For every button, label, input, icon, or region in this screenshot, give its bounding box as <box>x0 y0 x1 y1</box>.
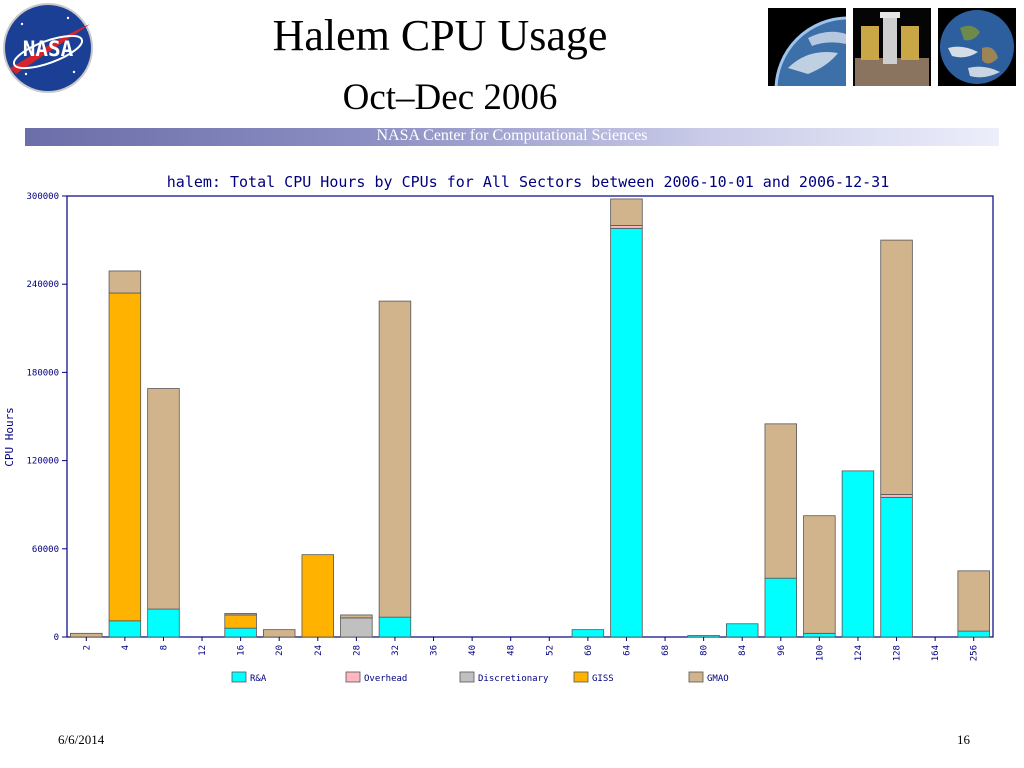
y-tick-label: 300000 <box>26 192 59 202</box>
bar-segment <box>70 632 103 638</box>
space-telescope-photo <box>853 8 931 86</box>
legend-label: Overhead <box>364 674 407 684</box>
legend-label: Discretionary <box>478 674 549 684</box>
bar-segment <box>571 629 605 638</box>
bar-segment <box>610 225 643 229</box>
x-tick-label: 124 <box>854 645 864 661</box>
bar-segment <box>340 617 373 638</box>
nasa-logo: NASA <box>3 3 93 93</box>
nasa-logo-text: NASA <box>23 37 74 61</box>
y-axis-label: CPU Hours <box>3 407 16 467</box>
x-tick-label: 80 <box>700 645 710 656</box>
x-tick-label: 28 <box>352 645 362 656</box>
bar-segment <box>803 632 836 638</box>
bar-segment <box>108 620 142 638</box>
bar-segment <box>378 300 412 618</box>
x-tick-label: 12 <box>198 645 208 656</box>
x-tick-label: 52 <box>545 645 555 656</box>
bar-segment <box>687 635 720 638</box>
bar-segment <box>610 198 643 226</box>
bar-segment <box>764 577 798 638</box>
bar-segment <box>340 614 373 619</box>
bar-segment <box>841 470 875 638</box>
bar-segment <box>147 388 180 610</box>
bar-series <box>70 198 990 638</box>
legend-swatch <box>573 671 589 683</box>
x-tick-label: 96 <box>777 645 787 656</box>
header-band: NASA Center for Computational Sciences <box>25 127 999 146</box>
x-tick-label: 256 <box>970 645 980 661</box>
bar-segment <box>764 423 798 579</box>
x-tick-label: 164 <box>931 645 941 661</box>
bar-segment <box>803 515 836 634</box>
y-tick-label: 120000 <box>26 457 59 467</box>
x-tick-label: 128 <box>893 645 903 661</box>
x-tick-label: 68 <box>661 645 671 656</box>
x-tick-label: 64 <box>622 645 632 656</box>
chart-title: halem: Total CPU Hours by CPUs for All S… <box>167 173 889 191</box>
y-tick-label: 0 <box>54 633 59 643</box>
header-band-text: NASA Center for Computational Sciences <box>376 127 648 144</box>
x-tick-label: 32 <box>391 645 401 656</box>
bar-segment <box>957 570 990 632</box>
earth-limb-photo <box>768 8 846 86</box>
slide-title: Halem CPU Usage <box>272 11 608 60</box>
x-tick-label: 100 <box>815 645 825 661</box>
x-axis: 2 4 8 12 16 20 24 28 32 36 40 48 52 60 64 68 80 84 96 100 12… <box>82 637 980 661</box>
bar-segment <box>224 627 257 638</box>
bar-segment <box>725 623 759 638</box>
y-axis: 0 60000 120000 180000 240000 300000 <box>26 192 67 643</box>
legend-label: GISS <box>592 674 614 684</box>
plot-area <box>66 195 994 638</box>
x-tick-label: 84 <box>738 645 748 656</box>
legend-swatch <box>459 671 475 683</box>
y-tick-label: 180000 <box>26 368 59 378</box>
x-tick-label: 48 <box>507 645 517 656</box>
legend: R&A Overhead Discretionary GISS GMAO <box>231 671 729 684</box>
x-tick-label: 2 <box>82 645 92 650</box>
x-tick-label: 16 <box>237 645 247 656</box>
bar-segment <box>108 270 142 294</box>
bar-segment <box>957 630 990 638</box>
bar-segment <box>378 616 412 638</box>
bar-segment <box>880 239 913 495</box>
x-tick-label: 36 <box>430 645 440 656</box>
legend-swatch <box>231 671 247 683</box>
bar-segment <box>108 292 142 622</box>
legend-label: GMAO <box>707 674 729 684</box>
bar-segment <box>301 554 335 638</box>
bar-segment <box>880 496 913 638</box>
earth-globe-photo <box>938 8 1016 86</box>
legend-label: R&A <box>250 674 267 684</box>
x-tick-label: 4 <box>121 645 131 650</box>
x-tick-label: 24 <box>314 645 324 656</box>
y-tick-label: 240000 <box>26 280 59 290</box>
page-number: 16 <box>957 732 970 747</box>
y-tick-label: 60000 <box>32 545 59 555</box>
bar-segment <box>262 629 296 638</box>
bar-segment <box>610 227 643 638</box>
bar-segment <box>147 608 180 638</box>
bar-segment <box>224 614 257 629</box>
slide-subtitle: Oct–Dec 2006 <box>342 77 558 118</box>
x-tick-label: 40 <box>468 645 478 656</box>
legend-swatch <box>688 671 704 683</box>
chart-container: halem: Total CPU Hours by CPUs for All S… <box>0 160 1024 700</box>
x-tick-label: 60 <box>584 645 594 656</box>
footer-date: 6/6/2014 <box>58 732 105 747</box>
cpu-hours-chart: halem: Total CPU Hours by CPUs for All S… <box>3 173 994 684</box>
bar-segment <box>224 613 257 616</box>
x-tick-label: 8 <box>159 645 169 650</box>
x-tick-label: 20 <box>275 645 285 656</box>
legend-swatch <box>345 671 361 683</box>
bar-segment <box>880 494 913 498</box>
